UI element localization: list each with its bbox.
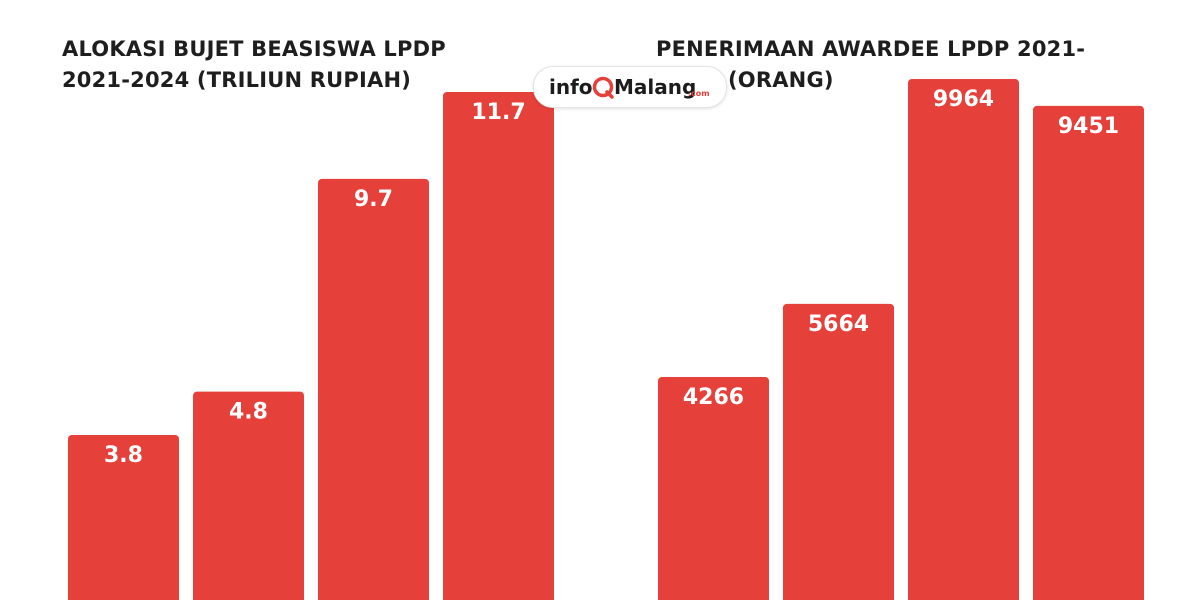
bar-2023 bbox=[908, 79, 1019, 600]
logo-text-info: info bbox=[549, 75, 593, 99]
chart-1-bars: 4266 5664 9964 9451 bbox=[658, 79, 1144, 600]
bar-value-label: 4.8 bbox=[229, 400, 268, 425]
bar-2024 bbox=[1033, 105, 1144, 600]
chart-title-awardee: PENERIMAAN AWARDEE LPDP 2021- (ORANG) bbox=[656, 34, 1176, 96]
bar-2021 bbox=[68, 435, 179, 600]
bar-value-label: 9451 bbox=[1058, 114, 1119, 139]
chart-title-budget-line1: ALOKASI BUJET BEASISWA LPDP bbox=[62, 37, 446, 61]
bar-value-label: 5664 bbox=[808, 312, 869, 337]
infomalang-logo-mark: info Malang .com bbox=[549, 75, 710, 99]
logo-text-com: .com bbox=[688, 89, 710, 98]
bar-2021 bbox=[658, 376, 769, 600]
bar-2022 bbox=[193, 391, 304, 600]
bar-2024 bbox=[443, 92, 554, 600]
chart-title-awardee-line1: PENERIMAAN AWARDEE LPDP 2021- bbox=[656, 37, 1086, 61]
bar-2023 bbox=[318, 178, 429, 600]
bar-value-label: 11.7 bbox=[471, 100, 525, 125]
infomalang-logo: info Malang .com bbox=[533, 66, 727, 108]
chart-0-bars: 3.8 4.8 9.7 11.7 bbox=[68, 92, 554, 600]
logo-text-malang: Malang bbox=[614, 75, 696, 99]
chart-title-budget: ALOKASI BUJET BEASISWA LPDP 2021-2024 (T… bbox=[62, 34, 532, 96]
bar-value-label: 9964 bbox=[933, 87, 994, 112]
chart-title-budget-line2: 2021-2024 (TRILIUN RUPIAH) bbox=[62, 68, 412, 92]
chart-title-awardee-line2: (ORANG) bbox=[728, 68, 834, 92]
logo-mark-icon bbox=[592, 76, 614, 98]
bar-value-label: 9.7 bbox=[354, 187, 393, 212]
bar-value-label: 4266 bbox=[683, 385, 744, 410]
bar-value-label: 3.8 bbox=[104, 443, 143, 468]
bar-2022 bbox=[783, 303, 894, 600]
logo-mark-tail bbox=[605, 90, 614, 99]
